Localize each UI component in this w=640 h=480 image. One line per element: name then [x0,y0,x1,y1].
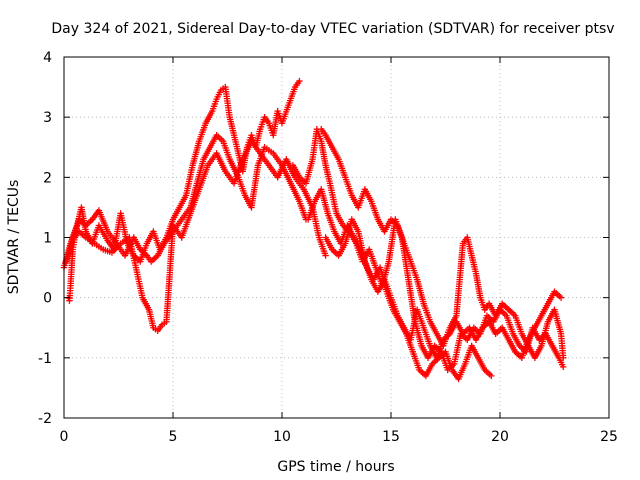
data-point [296,77,303,85]
y-axis-label: SDTVAR / TECUs [6,180,22,295]
y-tick-label: 4 [43,50,52,66]
x-tick-label: 10 [273,429,291,445]
x-tick-label: 15 [382,429,400,445]
y-tick-label: -2 [38,411,52,427]
y-tick-label: 2 [43,170,52,186]
data-point [560,363,567,371]
y-tick-label: 1 [43,231,52,247]
x-tick-label: 25 [600,429,618,445]
y-tick-label: 0 [43,291,52,307]
axis-ticks: 0 5 10 15 20 25 -2 -1 0 1 2 3 4 [38,50,618,445]
data-point [560,354,567,362]
data-points [60,77,567,383]
x-tick-label: 20 [491,429,509,445]
chart-title: Day 324 of 2021, Sidereal Day-to-day VTE… [51,21,614,37]
y-tick-label: 3 [43,110,52,126]
y-tick-label: -1 [38,351,52,367]
data-point [557,294,565,301]
data-point [488,372,495,380]
x-axis-label: GPS time / hours [277,459,394,475]
x-tick-label: 5 [169,429,178,445]
data-point [322,252,329,259]
x-tick-label: 0 [60,429,69,445]
